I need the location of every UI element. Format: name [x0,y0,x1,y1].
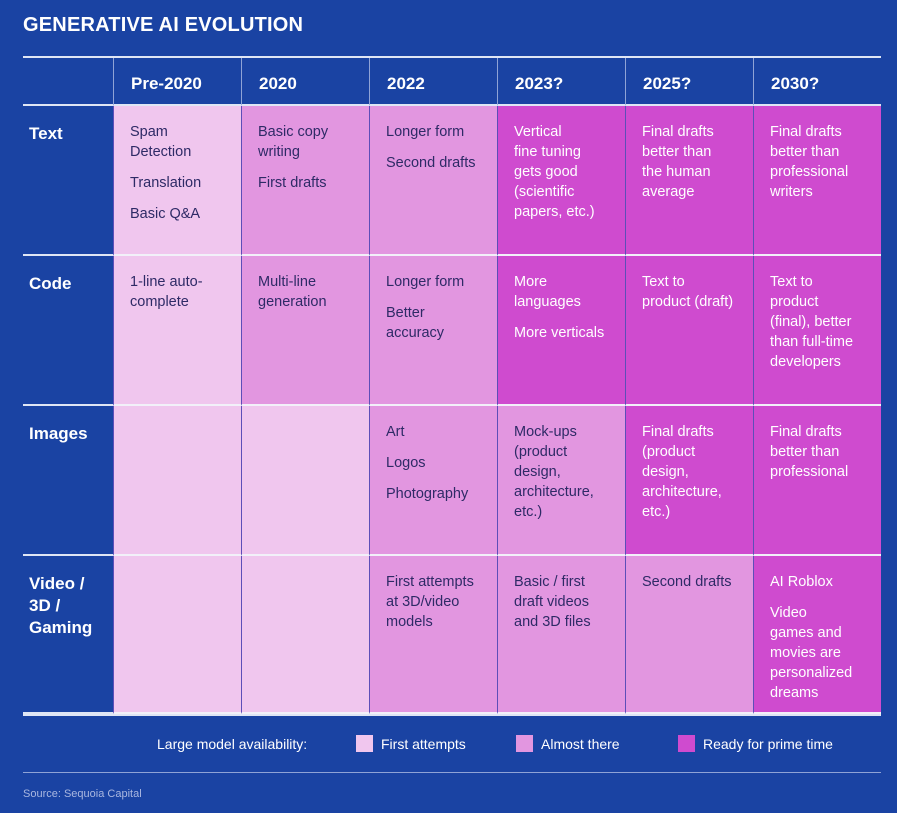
table-cell: Vertical fine tuning gets good (scientific p… [497,106,625,256]
table-cell: Text to product (draft) [625,256,753,406]
corner-header [23,58,113,106]
table-cell: Final drafts better than professional write… [753,106,881,256]
legend-title: Large model availability: [157,736,308,752]
table-cell [241,556,369,714]
row-header: Text [23,106,113,256]
cell-item: Multi-line generation [258,274,327,310]
source-note: Source: Sequoia Capital [23,788,142,800]
table-cell: Text to product (final), better than full-t… [753,256,881,406]
column-header: 2022 [369,58,497,106]
column-header: 2023? [497,58,625,106]
table-cell [113,556,241,714]
cell-item: Video games and movies are personalized drea… [770,605,853,701]
cell-item: Translation [130,175,202,191]
legend-label-prime-time: Ready for prime time [703,736,833,752]
cell-item: Final drafts better than professional [770,424,849,480]
column-header: 2030? [753,58,881,106]
table-cell: First attempts at 3D/video models [369,556,497,714]
cell-item: More verticals [514,325,605,341]
table-cell: Basic copy writing First drafts [241,106,369,256]
cell-item: More languages [514,274,581,310]
table-cell: Multi-line generation [241,256,369,406]
table-cell: 1-line auto-complete [113,256,241,406]
chart-title: GENERATIVE AI EVOLUTION [23,14,304,36]
cell-item: Basic Q&A [130,206,201,222]
table-cell: Final drafts (product design, architecture,… [625,406,753,556]
legend-label-first-attempts: First attempts [381,736,466,752]
legend: Large model availability: First attempts… [0,733,897,755]
legend-swatch-prime-time [678,735,695,752]
table-cell: Longer form Better accuracy [369,256,497,406]
cell-item: Basic copy writing [258,124,329,160]
table-cell: AI Roblox Video games and movies are persona… [753,556,881,714]
table-cell: Basic / first draft videos and 3D files [497,556,625,714]
cell-item: AI Roblox [770,574,833,590]
table-cell [113,406,241,556]
cell-item: Better accuracy [386,305,445,341]
legend-label-almost-there: Almost there [541,736,620,752]
table-cell [241,406,369,556]
table-cell: Final drafts better than professional [753,406,881,556]
cell-item: Text to product (draft) [642,274,734,310]
cell-item: Art [386,424,405,440]
table-cell: Second drafts [625,556,753,714]
cell-item: Longer form [386,124,465,140]
cell-item: Longer form [386,274,465,290]
row-header: Code [23,256,113,406]
cell-item: Logos [386,455,426,471]
column-header: 2025? [625,58,753,106]
cell-item: Photography [386,486,469,502]
cell-item: Vertical fine tuning gets good (scientific p… [514,124,595,220]
legend-swatch-first-attempts [356,735,373,752]
cell-item: First drafts [258,175,327,191]
table-cell: More languages More verticals [497,256,625,406]
bottom-rule [23,714,881,716]
column-header: Pre-2020 [113,58,241,106]
cell-item: Mock-ups (product design, architecture, etc.… [514,424,594,520]
column-header: 2020 [241,58,369,106]
row-header: Video /3D / Gaming [23,556,113,714]
cell-item: Final drafts (product design, architecture,… [642,424,722,520]
cell-item: Second drafts [642,574,732,590]
table-cell: Final drafts better than the human average [625,106,753,256]
evolution-table: Pre-2020 2020 2022 2023? 2025? 2030? Text Spam D… [23,58,881,714]
cell-item: Basic / first draft videos and 3D files [514,574,591,630]
cell-item: Final drafts better than professional write… [770,124,849,200]
cell-item: 1-line auto-complete [130,274,203,310]
source-rule [23,772,881,773]
cell-item: Final drafts better than the human average [642,124,714,200]
cell-item: Text to product (final), better than full-t… [770,274,854,370]
table-cell: Spam Detection Translation Basic Q&A [113,106,241,256]
cell-item: First attempts at 3D/video models [386,574,474,630]
table-cell: Mock-ups (product design, architecture, etc.… [497,406,625,556]
cell-item: Spam Detection [130,124,192,160]
cell-item: Second drafts [386,155,476,171]
table-cell: Longer form Second drafts [369,106,497,256]
table-cell: Art Logos Photography [369,406,497,556]
legend-swatch-almost-there [516,735,533,752]
top-rule [23,56,881,58]
row-header: Images [23,406,113,556]
